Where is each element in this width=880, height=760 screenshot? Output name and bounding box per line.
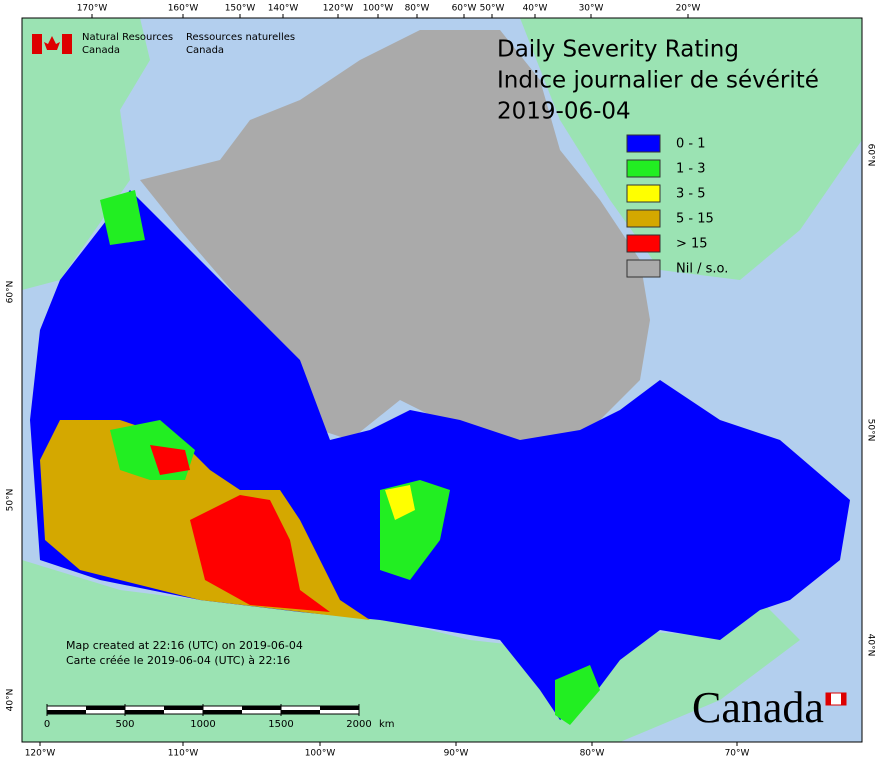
- scale-segment: [203, 710, 242, 714]
- lon-label: 60°W: [452, 4, 477, 14]
- lon-label: 140°W: [268, 4, 299, 14]
- legend-swatch: [626, 159, 661, 178]
- legend-swatch: [626, 134, 661, 153]
- legend-label: Nil / s.o.: [676, 262, 728, 277]
- flag-bar: [62, 34, 72, 54]
- wordmark-text: Canada: [692, 683, 824, 732]
- lon-label: 30°W: [579, 4, 604, 14]
- flag-bar: [32, 34, 42, 54]
- title-fr: Indice journalier de sévérité: [497, 68, 819, 94]
- lon-label: 90°W: [444, 749, 469, 759]
- lat-label: 50°N: [866, 419, 876, 442]
- scale-segment: [125, 710, 164, 714]
- graticule: 170°W 160°W 150°W 140°W 120°W 100°W 80°W 60°W 50…: [6, 4, 876, 759]
- agency: Natural Resources Canada Ressources natu…: [32, 32, 295, 56]
- lon-label: 120°W: [323, 4, 354, 14]
- scale-segment: [164, 706, 203, 710]
- footnote: Map created at 22:16 (UTC) on 2019-06-04: [66, 639, 303, 652]
- legend-label: 5 - 15: [676, 212, 714, 227]
- scale-unit: km: [379, 719, 395, 730]
- scale-segment: [320, 706, 359, 710]
- scale-label: 1500: [268, 719, 293, 730]
- scale-segment: [47, 710, 86, 714]
- lon-label: 100°W: [363, 4, 394, 14]
- title-en: Daily Severity Rating: [497, 37, 739, 63]
- legend: 0 - 1 1 - 3 3 - 5 5 - 15 > 15 Nil / s.o.: [626, 134, 728, 278]
- wordmark-flag: [826, 693, 831, 705]
- lat-label: 60°N: [866, 144, 876, 167]
- lat-label: 40°N: [866, 634, 876, 657]
- legend-label: 3 - 5: [676, 187, 706, 202]
- legend-label: 1 - 3: [676, 162, 706, 177]
- lon-label: 40°W: [523, 4, 548, 14]
- usa: [22, 560, 800, 742]
- map-frame: [21, 17, 863, 743]
- legend-swatch: [626, 209, 661, 228]
- footnote: Carte créée le 2019-06-04 (UTC) à 22:16: [66, 654, 290, 667]
- wordmark: Canada: [692, 683, 847, 732]
- lon-label: 150°W: [225, 4, 256, 14]
- lon-label: 80°W: [580, 749, 605, 759]
- scale-label: 500: [115, 719, 134, 730]
- lon-label: 50°W: [480, 4, 505, 14]
- lon-label: 20°W: [676, 4, 701, 14]
- maple-leaf: [44, 36, 60, 50]
- lon-label: 120°W: [25, 749, 56, 759]
- scale-label: 0: [44, 719, 50, 730]
- zone-1-3-d: [100, 190, 145, 245]
- scale-label: 2000: [346, 719, 371, 730]
- title-date: 2019-06-04: [497, 99, 631, 125]
- alaska: [22, 18, 150, 290]
- lat-label: 40°N: [6, 689, 16, 712]
- scale-segment: [86, 706, 125, 710]
- zone-1-3-c: [555, 665, 600, 725]
- lon-label: 80°W: [405, 4, 430, 14]
- greenland: [520, 18, 862, 280]
- wordmark-flag: [841, 693, 846, 705]
- scale-label: 1000: [190, 719, 215, 730]
- agency-fr: Ressources naturelles: [186, 32, 295, 43]
- agency-en: Natural Resources: [82, 32, 173, 43]
- legend-label: > 15: [676, 237, 708, 252]
- zone-over-15-b: [150, 445, 190, 475]
- legend-swatch: [626, 184, 661, 203]
- legend-swatch: [626, 259, 661, 278]
- arctic-nil: [140, 30, 650, 440]
- zone-over-15: [190, 495, 330, 612]
- scale-segment: [242, 706, 281, 710]
- lon-label: 110°W: [168, 749, 199, 759]
- lat-label: 60°N: [6, 281, 16, 304]
- lon-label: 100°W: [305, 749, 336, 759]
- lat-label: 50°N: [6, 489, 16, 512]
- zone-3-5: [385, 485, 415, 520]
- scale-segment: [281, 710, 320, 714]
- lon-label: 160°W: [168, 4, 199, 14]
- lon-label: 170°W: [77, 4, 108, 14]
- legend-label: 0 - 1: [676, 137, 706, 152]
- agency-fr: Canada: [186, 45, 224, 56]
- scale-bar: 0 500 1000 1500 2000 km: [44, 704, 395, 730]
- lon-label: 70°W: [725, 749, 750, 759]
- map-body: [21, 17, 863, 743]
- legend-swatch: [626, 234, 661, 253]
- agency-en: Canada: [82, 45, 120, 56]
